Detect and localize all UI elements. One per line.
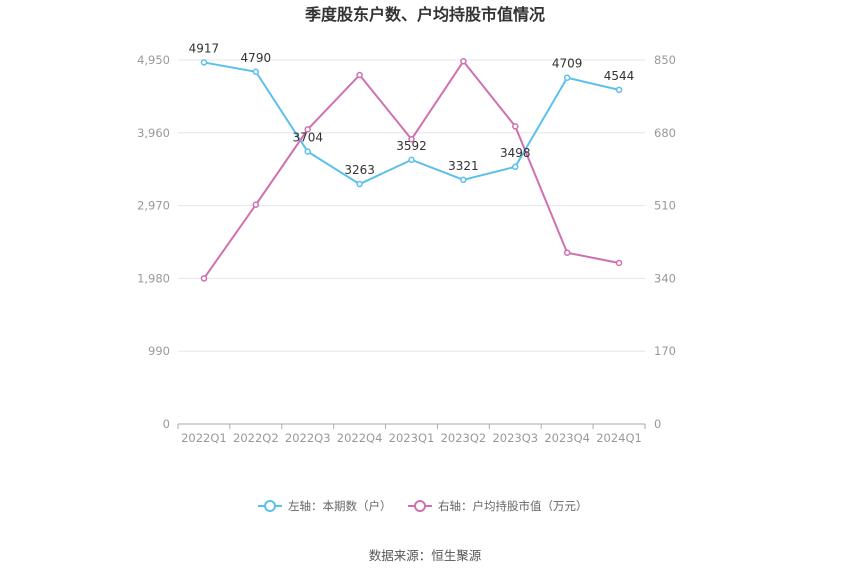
series-2-point[interactable] <box>615 259 623 267</box>
right-axis: 0 170 340 510 680 850 <box>654 53 676 431</box>
x-tick-label: 2022Q1 <box>181 431 227 445</box>
left-tick-label: 0 <box>163 417 170 431</box>
legend[interactable]: 左轴：本期数（户） 右轴：户均持股市值（万元） <box>258 499 588 513</box>
data-label: 4917 <box>189 41 220 55</box>
legend-item-2[interactable]: 右轴：户均持股市值（万元） <box>408 499 588 513</box>
series-2-point[interactable] <box>304 126 311 133</box>
left-tick-label: 1,980 <box>137 271 170 285</box>
series-1-point[interactable] <box>408 156 415 164</box>
grid <box>178 59 645 352</box>
x-tick-label: 2023Q3 <box>492 431 538 445</box>
right-tick-label: 0 <box>654 417 661 431</box>
left-axis: 0 990 1,980 2,970 3,960 4,950 <box>137 53 170 431</box>
data-label: 3498 <box>500 146 531 160</box>
series-2-point[interactable] <box>252 201 260 208</box>
right-tick-label: 510 <box>654 199 676 213</box>
legend-label: 左轴：本期数（户） <box>288 499 392 513</box>
data-label: 3321 <box>448 159 479 173</box>
x-tick-label: 2022Q3 <box>285 431 331 445</box>
left-tick-label: 2,970 <box>137 199 170 213</box>
series-1-point[interactable] <box>563 74 571 81</box>
source-note: 数据来源：恒生聚源 <box>369 548 482 563</box>
x-tick-label: 2022Q4 <box>337 431 383 445</box>
series-1-point[interactable] <box>615 86 623 94</box>
x-tick-label: 2023Q4 <box>544 431 590 445</box>
legend-item-1[interactable]: 左轴：本期数（户） <box>258 499 392 513</box>
series-2-point[interactable] <box>563 249 571 256</box>
legend-marker <box>264 500 276 512</box>
series-1-point[interactable] <box>252 68 260 76</box>
legend-marker <box>414 500 426 512</box>
data-labels: 4917 4790 3704 3263 3592 3321 3498 4709 4544 <box>189 41 635 177</box>
series-2-point[interactable] <box>408 135 415 143</box>
series-2-point[interactable] <box>200 275 208 282</box>
left-tick-label: 990 <box>148 344 170 358</box>
series-1-point[interactable] <box>356 180 363 188</box>
data-label: 4790 <box>241 51 272 65</box>
data-label: 4544 <box>604 69 635 83</box>
series-lines <box>200 58 623 282</box>
chart-title: 季度股东户数、户均持股市值情况 <box>304 5 545 24</box>
data-label: 3592 <box>396 139 427 153</box>
x-tick-label: 2023Q2 <box>441 431 487 445</box>
series-line-1 <box>203 61 620 186</box>
series-1-point[interactable] <box>200 59 208 66</box>
series-1-point[interactable] <box>512 163 519 171</box>
legend-label: 右轴：户均持股市值（万元） <box>438 499 588 513</box>
x-axis: 2022Q1 2022Q2 2022Q3 2022Q4 2023Q1 2023Q2 2023… <box>177 423 646 445</box>
left-tick-label: 3,960 <box>137 126 170 140</box>
series-1-point[interactable] <box>304 148 311 155</box>
right-tick-label: 340 <box>654 271 676 285</box>
x-tick-label: 2024Q1 <box>596 431 642 445</box>
right-tick-label: 170 <box>654 344 676 358</box>
left-tick-label: 4,950 <box>137 53 170 67</box>
series-2-point[interactable] <box>512 123 519 130</box>
data-label: 3704 <box>292 131 323 145</box>
data-label: 4709 <box>552 57 583 71</box>
right-tick-label: 850 <box>654 53 676 67</box>
series-2-point[interactable] <box>356 71 363 79</box>
series-2-point[interactable] <box>460 58 467 65</box>
x-tick-label: 2022Q2 <box>233 431 279 445</box>
data-label: 3263 <box>344 163 375 177</box>
x-tick-label: 2023Q1 <box>389 431 435 445</box>
right-tick-label: 680 <box>654 126 676 140</box>
series-1-point[interactable] <box>460 176 467 184</box>
